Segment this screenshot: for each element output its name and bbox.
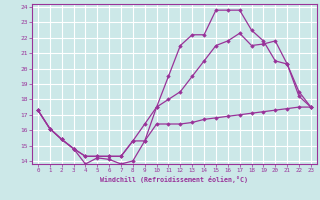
X-axis label: Windchill (Refroidissement éolien,°C): Windchill (Refroidissement éolien,°C) [100, 176, 248, 183]
